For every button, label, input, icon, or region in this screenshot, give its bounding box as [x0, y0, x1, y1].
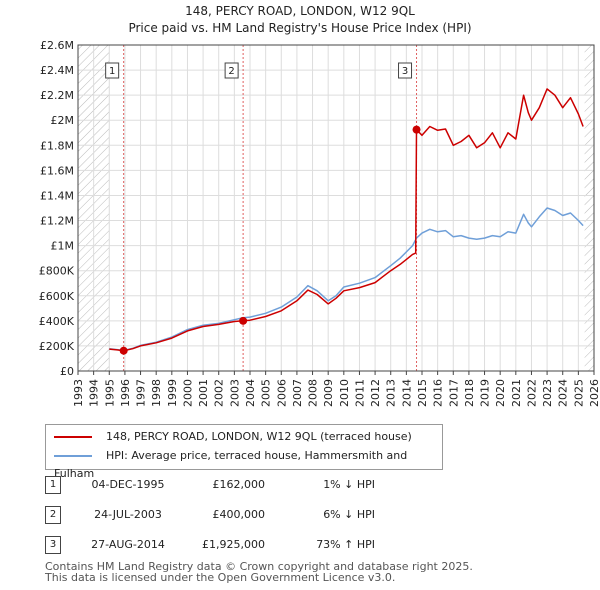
y-tick-label: £2.2M [40, 89, 74, 102]
x-tick-label: 2019 [479, 379, 492, 407]
x-tick-label: 1994 [88, 379, 101, 407]
y-tick-label: £1.6M [40, 164, 74, 177]
y-tick-label: £2M [51, 114, 75, 127]
x-tick-label: 2002 [213, 379, 226, 407]
chart-title: 148, PERCY ROAD, LONDON, W12 9QL [185, 4, 415, 18]
x-tick-label: 2001 [197, 379, 210, 407]
y-tick-label: £400K [39, 315, 75, 328]
y-tick-label: £600K [39, 290, 75, 303]
sale-point [412, 125, 421, 134]
transaction-date: 04-DEC-1995 [91, 478, 165, 491]
price-chart: £0 £200K £400K £600K £800K £1M £1.2M £1.4M £1.6M… [39, 39, 600, 407]
y-tick-label: £0 [60, 365, 74, 378]
x-tick-label: 2023 [541, 379, 554, 407]
y-tick-label: £1M [51, 240, 75, 253]
x-tick-label: 2025 [572, 379, 585, 407]
x-tick-label: 2021 [510, 379, 523, 407]
x-tick-label: 2007 [291, 379, 304, 407]
y-tick-label: £2.4M [40, 64, 74, 77]
x-tick-label: 1995 [103, 379, 116, 407]
sale-number-box [398, 62, 413, 79]
x-tick-label: 1999 [166, 379, 179, 407]
transaction-number: 1 [45, 476, 61, 494]
transaction-hpi: 6% ↓ HPI [323, 508, 375, 521]
legend-item-property: 148, PERCY ROAD, LONDON, W12 9QL (terrac… [54, 428, 412, 446]
x-tick-label: 2015 [416, 379, 429, 407]
x-tick-label: 2022 [525, 379, 538, 407]
legend-swatch-property [54, 436, 92, 438]
sale-number-label: 1 [109, 66, 115, 77]
sale-point [239, 316, 248, 325]
sale-number-box [224, 62, 239, 79]
transaction-hpi: 73% ↑ HPI [316, 538, 375, 551]
sale-number-label: 3 [402, 66, 408, 77]
x-tick-label: 2020 [494, 379, 507, 407]
x-tick-label: 2010 [338, 379, 351, 407]
x-tick-label: 2018 [463, 379, 476, 407]
x-tick-label: 2017 [447, 379, 460, 407]
transaction-hpi: 1% ↓ HPI [323, 478, 375, 491]
x-tick-label: 2000 [181, 379, 194, 407]
transaction-date: 27-AUG-2014 [91, 538, 165, 551]
x-tick-label: 2011 [353, 379, 366, 407]
y-tick-label: £800K [39, 265, 75, 278]
x-tick-label: 2013 [385, 379, 398, 407]
y-tick-label: £1.2M [40, 215, 74, 228]
sale-number-box [105, 62, 120, 79]
transaction-price: £400,000 [212, 508, 266, 521]
legend-label-property: 148, PERCY ROAD, LONDON, W12 9QL (terrac… [106, 430, 412, 443]
x-tick-label: 2024 [557, 379, 570, 407]
y-tick-label: £1.4M [40, 189, 74, 202]
x-tick-label: 2004 [244, 379, 257, 407]
x-tick-label: 2012 [369, 379, 382, 407]
x-tick-label: 1997 [135, 379, 148, 407]
footer-licence: This data is licensed under the Open Gov… [45, 571, 396, 584]
series-line-hpi [109, 207, 584, 352]
x-tick-label: 2003 [228, 379, 241, 407]
transaction-number: 3 [45, 536, 61, 554]
x-tick-label: 2009 [322, 379, 335, 407]
x-tick-label: 2005 [260, 379, 273, 407]
transaction-price: £1,925,000 [202, 538, 265, 551]
transaction-price: £162,000 [212, 478, 266, 491]
hatched-region [584, 45, 594, 371]
series-line-property [109, 88, 584, 352]
sale-point [119, 346, 128, 355]
y-tick-label: £200K [39, 340, 75, 353]
x-tick-label: 2026 [588, 379, 600, 407]
legend: 148, PERCY ROAD, LONDON, W12 9QL (terrac… [45, 424, 443, 480]
transaction-number: 2 [45, 506, 61, 524]
x-tick-label: 2014 [400, 379, 413, 407]
x-tick-label: 2016 [432, 379, 445, 407]
legend-item-hpi: HPI: Average price, terraced house, Hamm… [54, 447, 442, 480]
footer-copyright: Contains HM Land Registry data © Crown c… [45, 560, 473, 573]
chart-subtitle: Price paid vs. HM Land Registry's House … [128, 21, 472, 35]
y-tick-label: £2.6M [40, 39, 74, 52]
x-tick-label: 1998 [150, 379, 163, 407]
transaction-date: 24-JUL-2003 [94, 508, 162, 521]
legend-label-hpi: HPI: Average price, terraced house, Hamm… [54, 449, 408, 480]
x-tick-label: 2008 [307, 379, 320, 407]
legend-swatch-hpi [54, 455, 92, 457]
x-tick-label: 1996 [119, 379, 132, 407]
plot-frame [77, 44, 595, 372]
y-tick-label: £1.8M [40, 139, 74, 152]
x-tick-label: 1993 [72, 379, 85, 407]
x-tick-label: 2006 [275, 379, 288, 407]
sale-number-label: 2 [228, 66, 234, 77]
